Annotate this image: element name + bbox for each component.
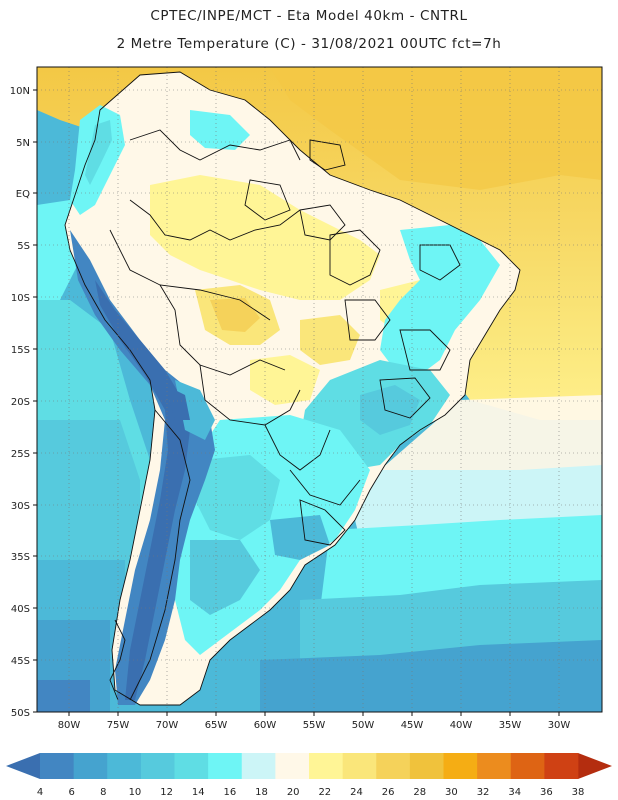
colorbar-cell (309, 753, 344, 779)
country-borders (64, 71, 521, 706)
colorbar-cell (208, 753, 243, 779)
colorbar-cell (241, 753, 276, 779)
lat-label: 5S (17, 241, 30, 252)
lon-labels: 80W 75W 70W 65W 60W 55W 50W 45W 40W 35W … (58, 720, 571, 731)
lat-label: 10N (10, 86, 30, 97)
colorbar-cell (544, 753, 579, 779)
colorbar-cell (477, 753, 512, 779)
colorbar-tick-label: 16 (224, 787, 237, 798)
colorbar: 4 6 8 10 12 14 16 18 20 22 24 26 28 30 32 34 36 38 (6, 753, 612, 798)
lat-label: 30S (11, 501, 30, 512)
colorbar-cell (409, 753, 444, 779)
colorbar-tick-label: 6 (68, 787, 74, 798)
lat-label: 15S (11, 345, 30, 356)
colorbar-tick-label: 8 (100, 787, 106, 798)
lat-label: 50S (11, 708, 30, 719)
colorbar-cell (40, 753, 75, 779)
map-plot-area (37, 67, 602, 712)
colorbar-cell (174, 753, 209, 779)
lat-label: EQ (16, 189, 30, 200)
lat-ticks (33, 89, 37, 713)
lon-label: 50W (352, 720, 375, 731)
colorbar-cell (376, 753, 411, 779)
lat-label: 20S (11, 397, 30, 408)
colorbar-low-arrow (6, 753, 40, 779)
lon-label: 40W (450, 720, 473, 731)
colorbar-cell (140, 753, 175, 779)
lon-label: 35W (499, 720, 522, 731)
colorbar-cell (107, 753, 142, 779)
colorbar-cell (342, 753, 377, 779)
colorbar-tick-label: 36 (540, 787, 553, 798)
colorbar-cell (443, 753, 478, 779)
colorbar-tick-label: 10 (129, 787, 142, 798)
map-title-line1: CPTEC/INPE/MCT - Eta Model 40km - CNTRL (150, 8, 468, 24)
lon-label: 75W (107, 720, 130, 731)
lon-ticks (68, 712, 560, 716)
lon-label: 70W (156, 720, 179, 731)
colorbar-tick-label: 14 (192, 787, 205, 798)
lon-label: 80W (58, 720, 81, 731)
lat-label: 25S (11, 449, 30, 460)
colorbar-cell (73, 753, 108, 779)
lon-label: 60W (254, 720, 277, 731)
colorbar-tick-label: 34 (508, 787, 521, 798)
sea-band-20-22 (380, 395, 602, 490)
colorbar-tick-label: 24 (350, 787, 363, 798)
colorbar-tick-label: 38 (572, 787, 585, 798)
brazil-plateau-cool (380, 225, 500, 375)
lon-label: 65W (205, 720, 228, 731)
colorbar-tick-label: 20 (287, 787, 300, 798)
lat-label: 45S (11, 656, 30, 667)
amazon-warm-zone (150, 175, 380, 300)
colorbar-tick-label: 4 (37, 787, 43, 798)
sea-band-10-12 (260, 640, 602, 712)
map-title-line2: 2 Metre Temperature (C) - 31/08/2021 00U… (116, 36, 502, 52)
colorbar-cell (510, 753, 545, 779)
lon-label: 45W (401, 720, 424, 731)
colorbar-tick-label: 30 (445, 787, 458, 798)
lat-label: 5N (16, 138, 30, 149)
map-frame (36, 66, 603, 713)
colorbar-tick-label: 12 (160, 787, 173, 798)
colorbar-tick-label: 18 (255, 787, 268, 798)
lon-label: 30W (548, 720, 571, 731)
lat-labels: 10N 5N EQ 5S 10S 15S 20S 25S 30S 35S 40S… (10, 86, 30, 719)
colorbar-tick-label: 26 (382, 787, 395, 798)
lat-label: 40S (11, 604, 30, 615)
sea-band-12-14 (300, 580, 602, 670)
lat-label: 35S (11, 552, 30, 563)
lon-label: 55W (303, 720, 326, 731)
colorbar-tick-label: 22 (318, 787, 331, 798)
colorbar-cell (275, 753, 310, 779)
colorbar-tick-label: 28 (413, 787, 426, 798)
lat-label: 10S (11, 293, 30, 304)
colorbar-tick-label: 32 (477, 787, 490, 798)
colorbar-high-arrow (578, 753, 612, 779)
